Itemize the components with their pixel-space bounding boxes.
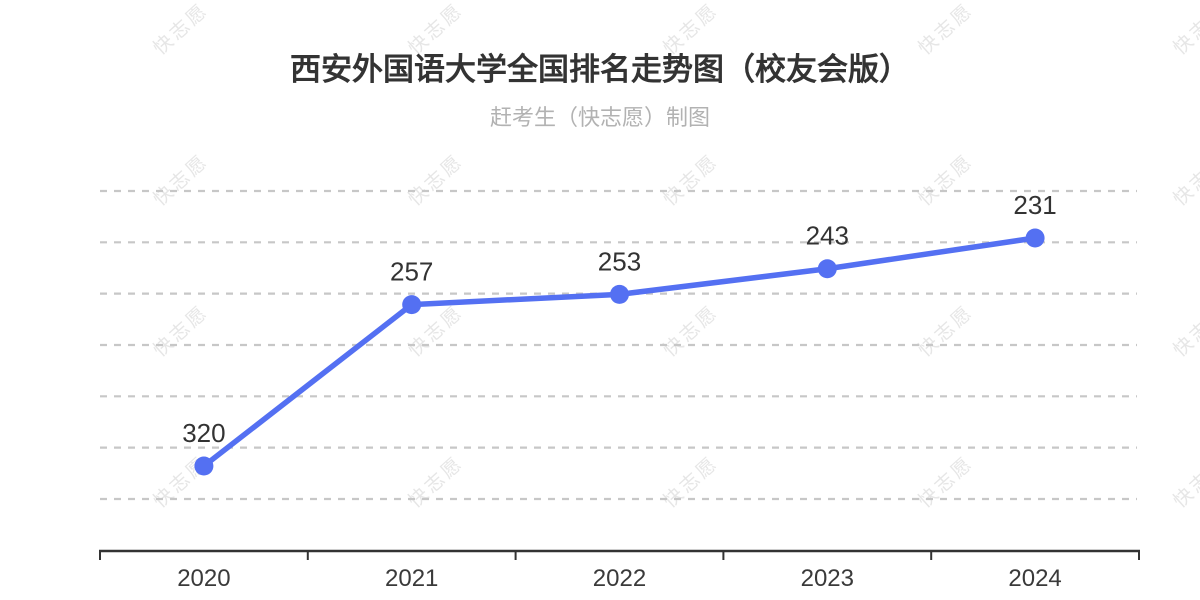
data-point-2022 (610, 284, 629, 304)
chart-subtitle: 赶考生（快志愿）制图 (489, 105, 710, 130)
data-label: 243 (806, 221, 849, 251)
x-axis-label: 2024 (1008, 565, 1061, 592)
data-point-2021 (402, 295, 422, 315)
data-label: 253 (598, 246, 641, 276)
x-axis-label: 2022 (593, 565, 646, 592)
x-axis-label: 2023 (801, 565, 854, 592)
data-label: 231 (1013, 190, 1056, 220)
x-axis-label: 2020 (177, 565, 230, 592)
data-point-2024 (1025, 228, 1045, 248)
chart-title: 西安外国语大学全国排名走势图（校友会版） (290, 52, 910, 87)
data-label: 257 (390, 257, 433, 287)
data-point-2020 (194, 456, 214, 476)
x-axis-label: 2021 (385, 565, 438, 592)
data-label: 320 (182, 418, 225, 448)
data-point-2023 (817, 259, 837, 279)
